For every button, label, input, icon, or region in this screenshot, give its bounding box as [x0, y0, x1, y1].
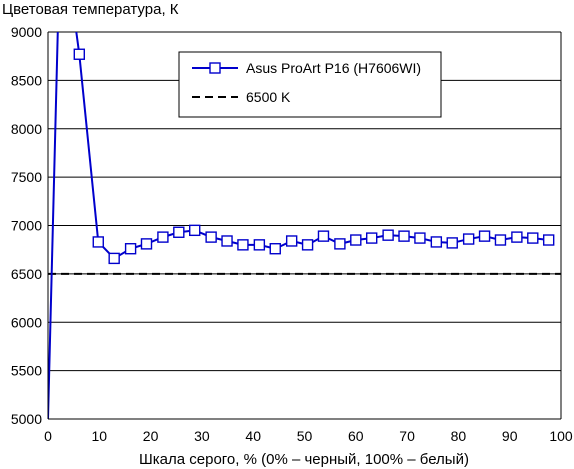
x-tick-label: 40 [245, 428, 261, 444]
y-tick-label: 6000 [11, 314, 42, 330]
x-tick-label: 70 [399, 428, 415, 444]
x-tick-label: 60 [348, 428, 364, 444]
x-tick-label: 50 [297, 428, 313, 444]
x-tick-label: 0 [44, 428, 52, 444]
x-axis-title: Шкала серого, % (0% – черный, 100% – бел… [139, 451, 469, 468]
data-point [92, 236, 104, 248]
data-point [462, 233, 475, 245]
x-tick-label: 90 [502, 428, 518, 444]
data-point [414, 232, 426, 244]
y-tick-label: 5000 [11, 411, 42, 427]
series-layer [48, 32, 561, 419]
data-point [124, 243, 137, 255]
y-tick-label: 9000 [11, 24, 42, 40]
x-tick-label: 10 [92, 428, 108, 444]
data-point [430, 236, 443, 248]
data-point [511, 231, 523, 243]
legend-box [178, 51, 442, 118]
data-point [334, 238, 346, 250]
axes [47, 32, 562, 420]
x-tick-label: 20 [143, 428, 159, 444]
x-tick-label: 100 [549, 428, 573, 444]
data-point [140, 238, 153, 250]
data-point [157, 231, 169, 243]
data-point [269, 243, 281, 255]
data-point [350, 234, 362, 246]
data-point [189, 224, 201, 237]
legend-series-marker [209, 62, 221, 74]
data-point [366, 232, 378, 244]
x-tick-label: 80 [451, 428, 467, 444]
data-point [205, 231, 217, 243]
data-point [527, 232, 539, 244]
data-point [542, 234, 555, 246]
y-tick-labels: 5000 5500 6000 6500 7000 7500 8000 8500 9000 [11, 24, 42, 427]
y-tick-label: 7500 [11, 169, 42, 185]
data-point [494, 234, 507, 246]
data-point [237, 239, 249, 251]
x-tick-label: 30 [194, 428, 210, 444]
y-tick-label: 5500 [11, 363, 42, 379]
y-tick-label: 8000 [11, 121, 42, 137]
data-point [317, 230, 330, 242]
y-axis-title: Цветовая температура, К [2, 1, 179, 18]
data-point [446, 237, 458, 249]
data-point [173, 226, 185, 238]
x-tick-labels: 0 10 20 30 40 50 60 70 80 90 100 [44, 428, 573, 444]
data-point [382, 229, 394, 241]
data-point [73, 48, 85, 60]
data-point [285, 235, 298, 247]
legend-reference-label: 6500 K [246, 89, 291, 105]
y-tick-label: 8500 [11, 72, 42, 88]
data-point [108, 252, 120, 265]
y-tick-label: 7000 [11, 218, 42, 234]
y-tick-label: 6500 [11, 266, 42, 282]
data-point [301, 239, 314, 251]
data-point [221, 235, 233, 247]
data-point [398, 230, 410, 242]
legend: Asus ProArt P16 (H7606WI) 6500 K [178, 51, 442, 118]
legend-series-label: Asus ProArt P16 (H7606WI) [246, 60, 421, 76]
data-point [253, 239, 266, 251]
data-point [478, 230, 491, 242]
